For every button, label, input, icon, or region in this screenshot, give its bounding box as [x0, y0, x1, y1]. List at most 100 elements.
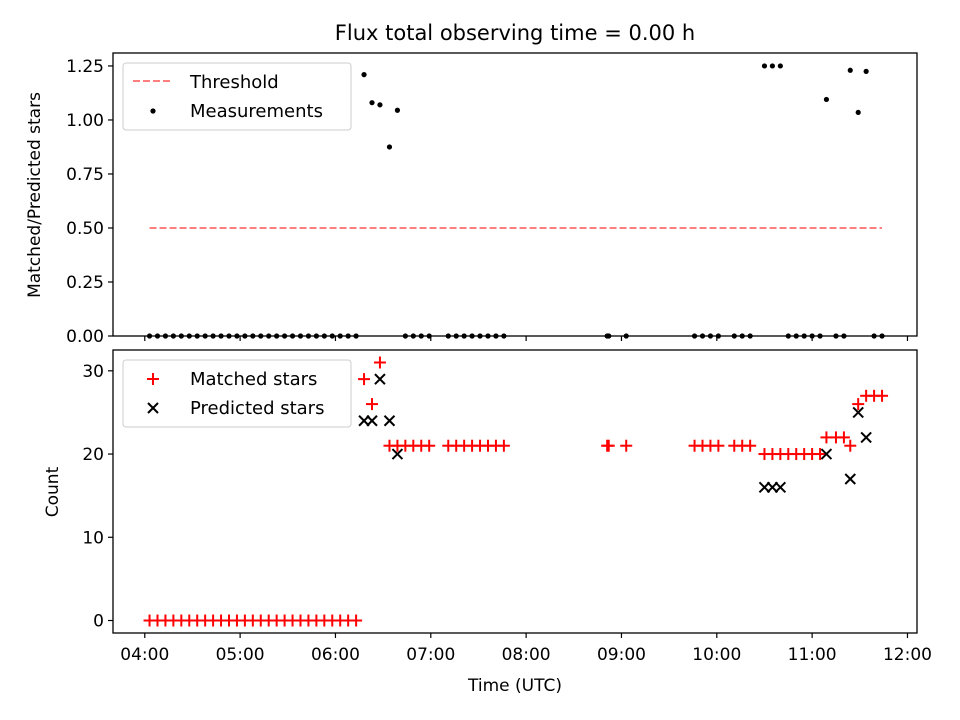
bottom-y-tick-label-3: 30 [82, 362, 104, 382]
bottom-legend-box [122, 359, 352, 428]
measurement-point-37 [453, 333, 459, 339]
measurement-point-32 [402, 333, 408, 339]
measurement-point-53 [747, 333, 753, 339]
measurement-point-7 [202, 333, 208, 339]
measurement-point-2 [162, 333, 169, 339]
measurement-point-28 [369, 100, 375, 106]
measurement-point-14 [258, 333, 264, 339]
measurement-point-36 [445, 333, 451, 339]
legend-matched-label: Matched stars [190, 369, 317, 390]
top-y-tick-label-4: 1.00 [66, 111, 104, 131]
measurement-point-40 [477, 333, 483, 339]
measurement-point-6 [194, 333, 200, 339]
top-panel-marks [146, 63, 885, 339]
bottom-x-axis: 04:00 05:00 06:00 07:00 08:00 09:00 10:00 11:00… [120, 633, 932, 665]
measurement-point-9 [218, 333, 224, 339]
measurement-point-24 [337, 333, 343, 339]
legend-threshold-label: Threshold [189, 72, 279, 93]
measurement-point-58 [793, 333, 799, 339]
measurement-point-11 [234, 333, 240, 339]
matched-star-point-45 [602, 439, 615, 452]
measurement-point-29 [377, 102, 383, 108]
measurement-point-16 [274, 333, 280, 339]
measurement-point-48 [699, 333, 706, 339]
measurement-point-51 [731, 333, 737, 339]
measurement-point-43 [501, 333, 507, 339]
measurement-point-27 [361, 72, 367, 78]
predicted-star-point-1 [366, 415, 378, 427]
top-y-axis: 0.00 0.25 0.50 0.75 1.00 1.25 [66, 57, 113, 347]
measurement-point-49 [707, 333, 714, 339]
matched-star-point-66 [852, 398, 865, 411]
bottom-y-axis: 0 10 20 30 [82, 362, 113, 632]
measurement-point-21 [313, 333, 319, 339]
matched-star-point-29 [373, 356, 386, 369]
measurement-point-52 [739, 333, 745, 339]
measurement-point-3 [170, 333, 176, 339]
measurement-point-47 [691, 333, 698, 339]
measurement-point-69 [879, 333, 885, 339]
top-legend-box [122, 62, 352, 131]
measurement-point-42 [493, 333, 499, 339]
matched-star-point-53 [744, 439, 757, 452]
matched-star-point-46 [620, 439, 633, 452]
measurement-point-12 [242, 333, 248, 339]
measurement-point-67 [863, 68, 869, 74]
legend-predicted-label: Predicted stars [190, 398, 324, 419]
predicted-star-point-10 [852, 406, 864, 419]
measurement-point-10 [226, 333, 232, 339]
chart-title: Flux total observing time = 0.00 h [335, 21, 695, 45]
bottom-x-tick-label-5: 09:00 [597, 645, 646, 665]
matched-star-point-28 [365, 398, 378, 411]
measurement-point-25 [345, 333, 351, 339]
x-axis-label: Time (UTC) [467, 676, 562, 696]
measurement-point-57 [785, 333, 791, 339]
measurement-point-55 [769, 63, 776, 69]
top-plot-frame [112, 52, 918, 337]
top-y-tick-label-0: 0.00 [66, 327, 104, 347]
matched-star-point-69 [876, 389, 889, 402]
measurement-point-19 [297, 333, 304, 339]
bottom-x-tick-label-3: 07:00 [406, 645, 455, 665]
measurement-point-39 [469, 333, 475, 339]
bottom-y-tick-label-1: 10 [82, 528, 104, 548]
measurement-point-4 [178, 333, 184, 339]
measurement-point-46 [623, 333, 629, 339]
bottom-x-tick-label-0: 04:00 [120, 645, 169, 665]
measurement-point-54 [761, 63, 768, 69]
matched-star-point-50 [712, 439, 725, 452]
measurement-point-59 [801, 333, 807, 339]
predicted-star-point-8 [820, 448, 833, 460]
measurement-point-63 [833, 333, 839, 339]
measurement-point-30 [386, 144, 393, 150]
bottom-x-tick-label-8: 12:00 [883, 645, 932, 665]
measurement-point-68 [871, 333, 877, 339]
measurement-point-56 [777, 63, 783, 69]
predicted-star-point-2 [374, 373, 386, 385]
legend-matched-swatch [147, 373, 159, 385]
measurement-point-45 [606, 333, 612, 339]
top-legend: Threshold Measurements [122, 62, 352, 131]
matched-star-point-43 [497, 439, 510, 452]
measurement-point-34 [418, 333, 424, 339]
measurement-point-65 [847, 67, 853, 73]
predicted-star-point-9 [844, 473, 856, 485]
matched-star-point-26 [350, 614, 363, 627]
predicted-star-point-3 [383, 415, 396, 427]
bottom-x-tick-label-4: 08:00 [502, 645, 551, 665]
measurement-point-41 [485, 333, 491, 339]
bottom-y-tick-label-2: 20 [82, 445, 104, 465]
predicted-star-point-7 [774, 481, 787, 494]
matched-star-point-64 [837, 431, 850, 444]
bottom-plot-frame [112, 349, 918, 634]
measurement-point-64 [841, 333, 847, 339]
measurement-point-23 [329, 333, 335, 339]
bottom-x-tick-label-7: 11:00 [788, 645, 837, 665]
measurement-point-0 [146, 333, 153, 339]
measurement-point-66 [855, 109, 861, 116]
measurement-point-26 [353, 333, 359, 339]
measurement-point-31 [394, 107, 401, 113]
top-y-tick-label-5: 1.25 [66, 57, 104, 77]
legend-predicted-swatch [147, 402, 159, 414]
